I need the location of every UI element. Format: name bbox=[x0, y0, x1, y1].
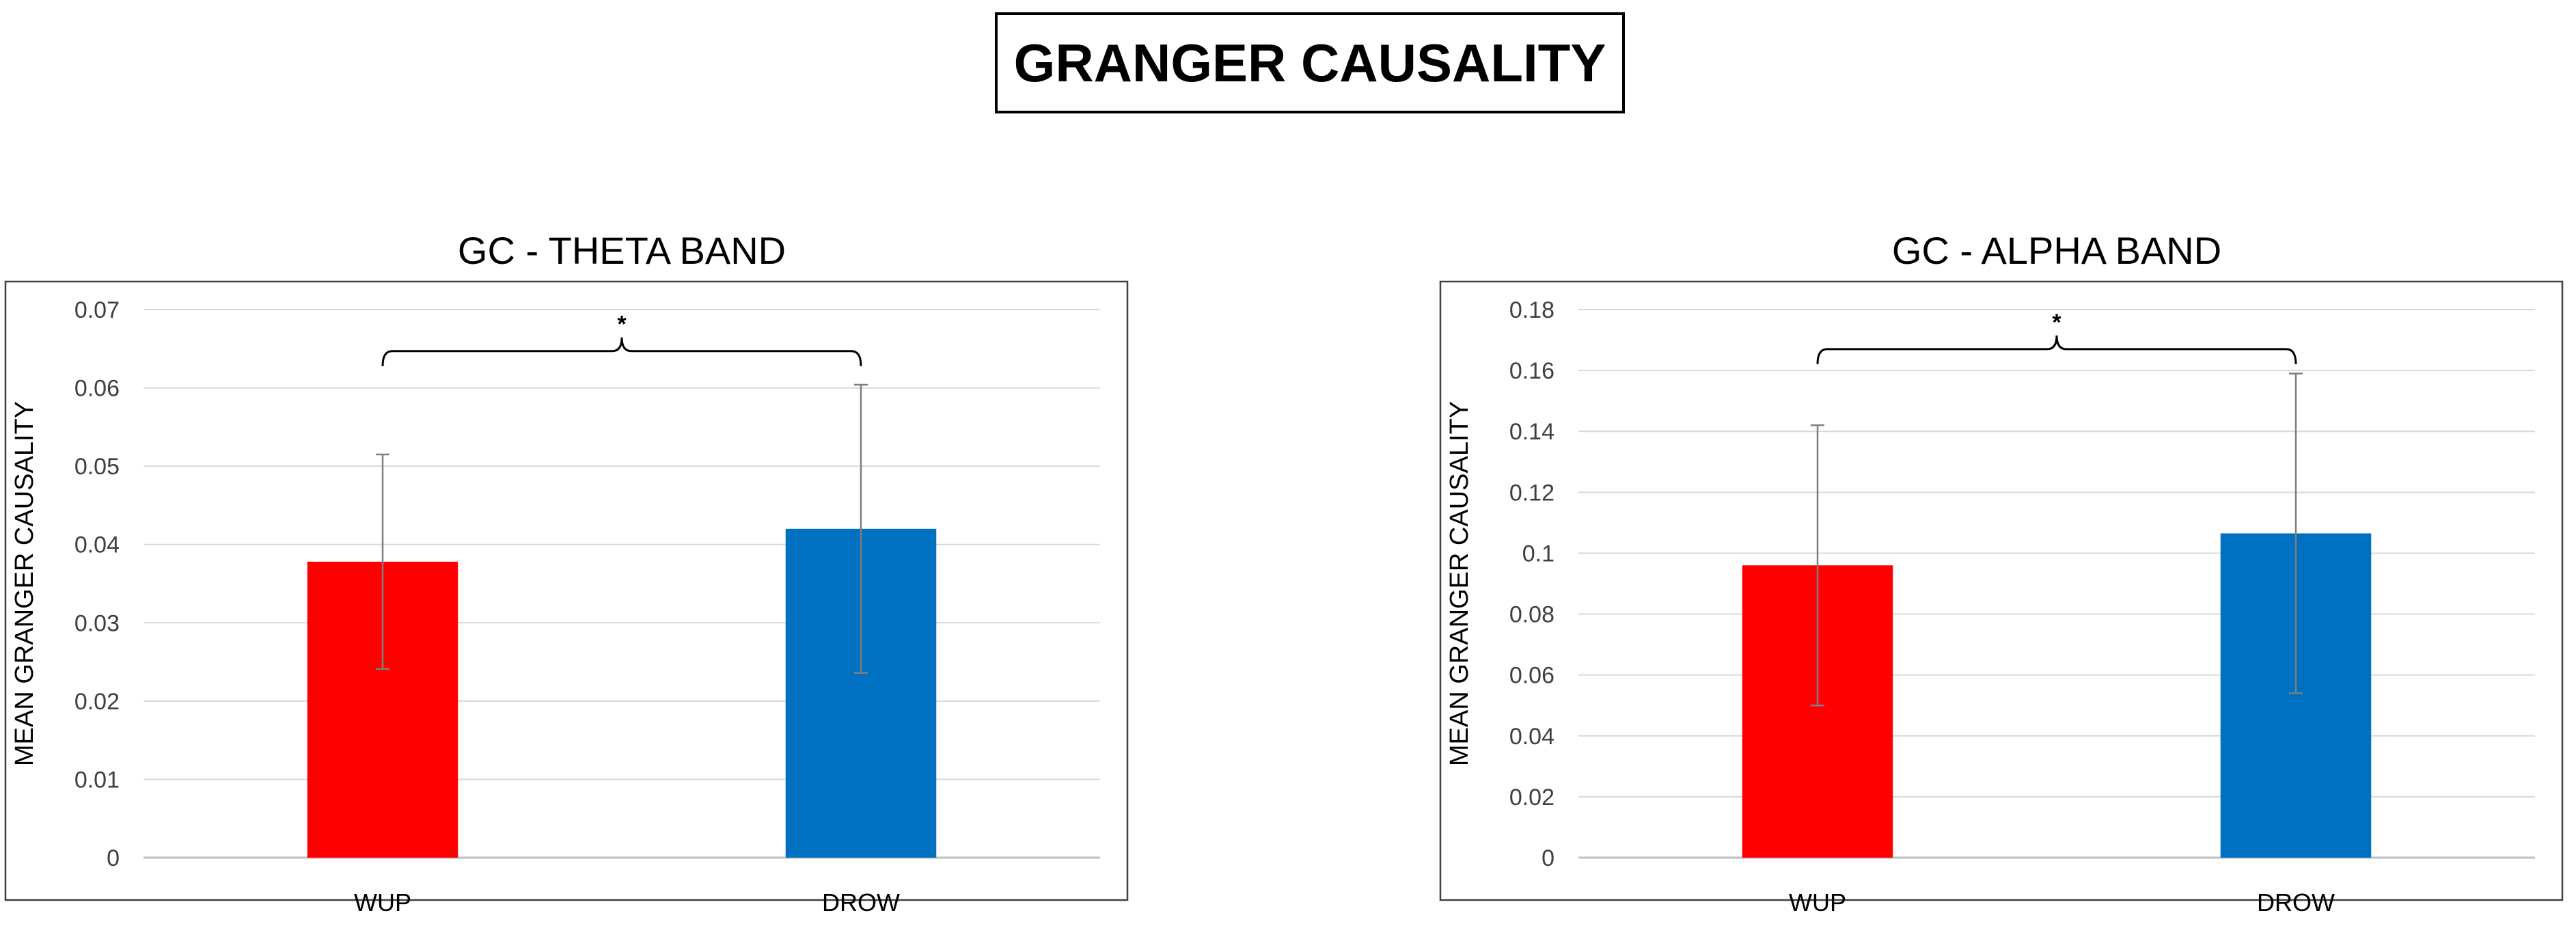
theta-y-tick-label: 0.02 bbox=[74, 689, 120, 715]
alpha-x-tick-label: DROW bbox=[2257, 888, 2335, 916]
theta-y-tick-label: 0.05 bbox=[74, 454, 120, 480]
theta-y-tick-label: 0.04 bbox=[74, 532, 120, 558]
theta-title: GC - THETA BAND bbox=[458, 229, 786, 272]
theta-y-tick-label: 0.06 bbox=[74, 376, 120, 402]
theta-y-tick-label: 0 bbox=[107, 845, 120, 871]
theta-x-tick-label: DROW bbox=[822, 888, 900, 916]
alpha-title: GC - ALPHA BAND bbox=[1892, 229, 2221, 272]
alpha-y-tick-label: 0.12 bbox=[1509, 480, 1554, 506]
alpha-significance-marker: * bbox=[2052, 310, 2061, 336]
theta-frame bbox=[4, 280, 1129, 901]
chart-theta-band: GC - THETA BAND MEAN GRANGER CAUSALITY 0 0.… bbox=[4, 229, 1129, 916]
theta-significance-marker: * bbox=[617, 312, 627, 338]
alpha-y-tick-label: 0.14 bbox=[1509, 419, 1554, 445]
chart-alpha-band: GC - ALPHA BAND MEAN GRANGER CAUSALITY 0 0.… bbox=[1439, 229, 2564, 916]
alpha-y-tick-label: 0.16 bbox=[1509, 358, 1554, 384]
theta-y-axis-label: MEAN GRANGER CAUSALITY bbox=[10, 401, 39, 766]
alpha-x-tick-label: WUP bbox=[1789, 888, 1846, 916]
alpha-y-tick-label: 0.18 bbox=[1509, 297, 1554, 323]
page-title-box: GRANGER CAUSALITY bbox=[995, 12, 1625, 113]
page-title: GRANGER CAUSALITY bbox=[1013, 32, 1606, 93]
alpha-y-axis-label: MEAN GRANGER CAUSALITY bbox=[1445, 401, 1474, 766]
theta-y-tick-label: 0.01 bbox=[74, 767, 120, 793]
alpha-y-tick-label: 0 bbox=[1542, 845, 1554, 871]
alpha-y-tick-label: 0.04 bbox=[1509, 724, 1554, 750]
theta-significance-bracket bbox=[381, 337, 862, 366]
theta-y-tick-label: 0.07 bbox=[74, 297, 120, 323]
theta-y-tick-label: 0.03 bbox=[74, 610, 120, 636]
theta-x-tick-label: WUP bbox=[354, 888, 411, 916]
alpha-significance-bracket bbox=[1816, 335, 2297, 364]
alpha-y-tick-label: 0.06 bbox=[1509, 663, 1554, 689]
alpha-y-tick-label: 0.1 bbox=[1522, 541, 1554, 567]
alpha-y-tick-label: 0.02 bbox=[1509, 785, 1554, 811]
alpha-frame bbox=[1439, 280, 2564, 901]
alpha-y-tick-label: 0.08 bbox=[1509, 602, 1554, 628]
